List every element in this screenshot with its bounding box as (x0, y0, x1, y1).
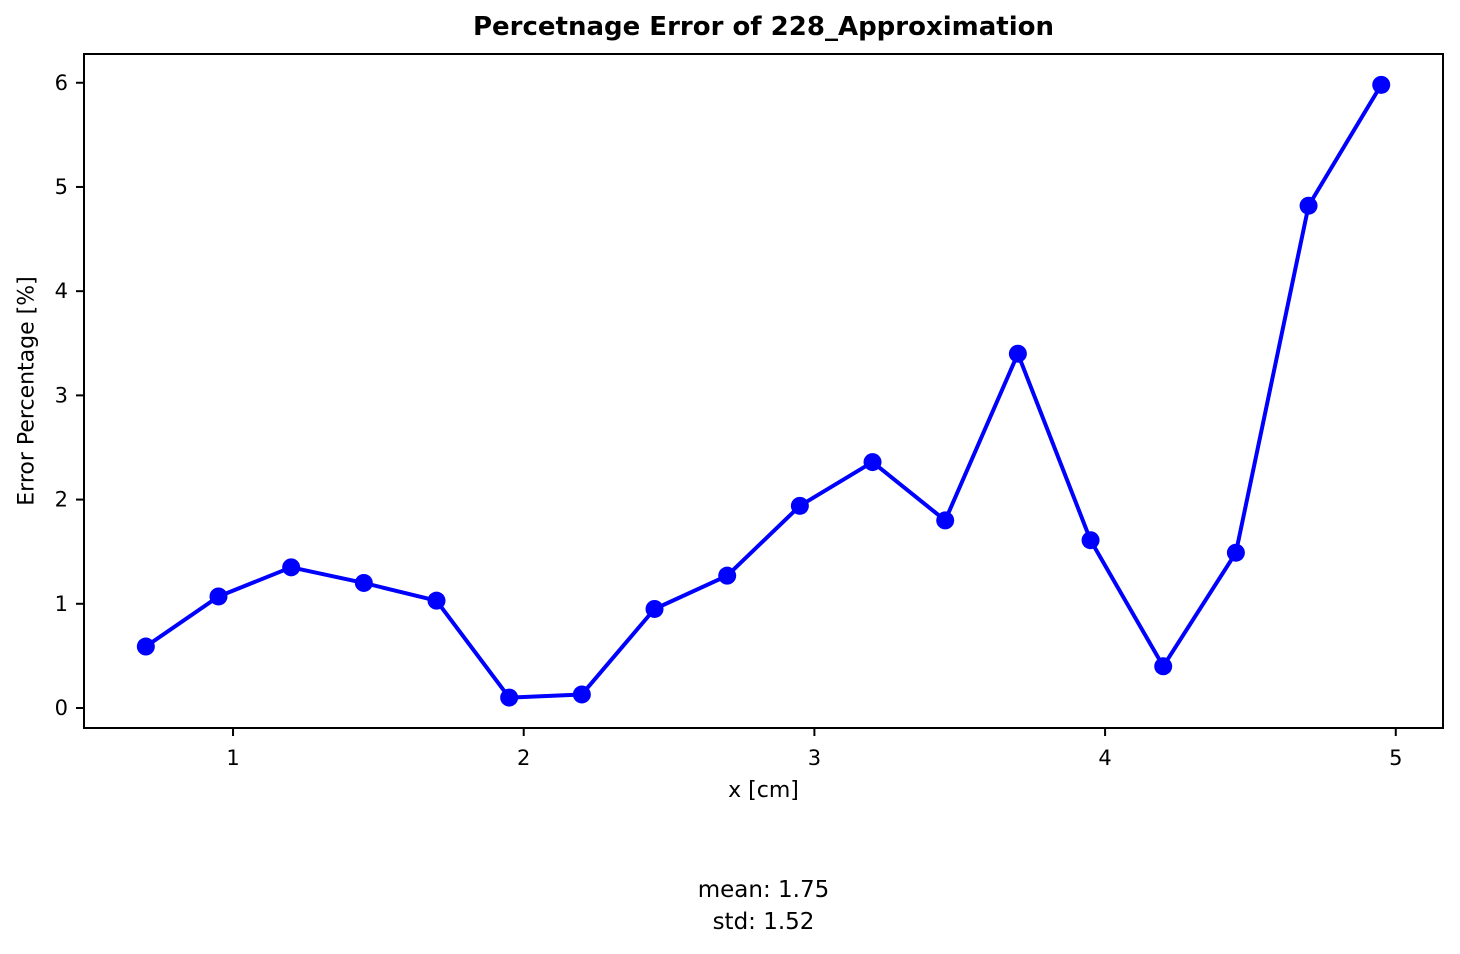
data-point (572, 685, 591, 704)
data-point (790, 496, 809, 515)
x-tick-label: 2 (517, 746, 530, 770)
data-point (936, 511, 955, 530)
y-tick-label: 4 (55, 279, 68, 303)
std-text: std: 1.52 (712, 909, 815, 935)
x-tick-label: 4 (1098, 746, 1111, 770)
mean-text: mean: 1.75 (697, 877, 830, 903)
data-point (1081, 531, 1100, 550)
data-point (1008, 344, 1027, 363)
data-point (1226, 543, 1245, 562)
chart-title: Percetnage Error of 228_Approximation (472, 12, 1055, 42)
data-point (354, 573, 373, 592)
y-tick-label: 0 (55, 696, 68, 720)
data-point (863, 453, 882, 472)
data-point (1372, 75, 1391, 94)
stats-footer: mean: 1.75 std: 1.52 (84, 874, 1443, 938)
x-tick-label: 1 (226, 746, 239, 770)
x-tick-label: 5 (1389, 746, 1402, 770)
data-point (500, 688, 519, 707)
data-point (718, 566, 737, 585)
data-point (1154, 657, 1173, 676)
y-tick-label: 2 (55, 488, 68, 512)
x-tick-label: 3 (808, 746, 821, 770)
plot-border (83, 53, 1444, 729)
data-point (1299, 196, 1318, 215)
y-axis-label: Error Percentage [%] (14, 276, 40, 506)
data-point (136, 637, 155, 656)
data-point (645, 599, 664, 618)
data-point (427, 591, 446, 610)
x-axis-label: x [cm] (728, 778, 799, 803)
y-tick-label: 5 (55, 175, 68, 199)
data-line (143, 82, 1384, 700)
y-tick-label: 3 (55, 383, 68, 407)
data-point (209, 587, 228, 606)
y-tick-label: 1 (55, 592, 68, 616)
data-point (282, 558, 301, 577)
y-tick-label: 6 (55, 71, 68, 95)
